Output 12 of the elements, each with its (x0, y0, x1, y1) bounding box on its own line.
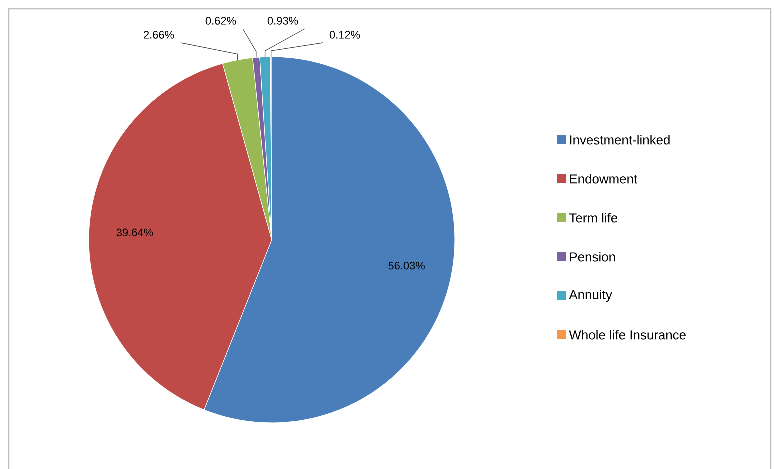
legend-label: Investment-linked (570, 135, 670, 145)
legend-label: Annuity (569, 290, 612, 302)
data-label: 39.64% (116, 228, 154, 237)
data-label: 0.93% (268, 17, 298, 25)
legend-label: Pension (570, 252, 616, 262)
data-label: 0.62% (206, 17, 236, 25)
data-label: 56.03% (388, 262, 425, 270)
data-label: 0.12% (330, 31, 360, 39)
legend-label: Endowment (570, 174, 638, 184)
data-label: 2.66% (144, 31, 174, 39)
legend-label: Whole life Insurance (569, 330, 686, 340)
legend-label: Term life (570, 213, 618, 223)
